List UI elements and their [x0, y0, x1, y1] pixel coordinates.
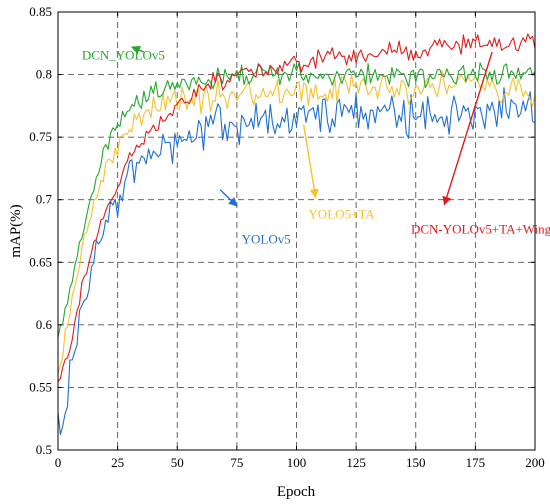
y-tick-label: 0.7	[36, 192, 53, 207]
annotation-label-3: DCN-YOLOv5+TA+Wingloss	[411, 222, 550, 237]
x-tick-label: 125	[346, 455, 366, 470]
annotation-label-2: YOLO5+TA	[308, 206, 375, 221]
x-tick-label: 100	[287, 455, 307, 470]
axis-ticks: 0 25 50 75 100 125 150 175 200 0.5 0.55 0.6 0.65 0.7 0…	[29, 4, 545, 470]
series-line-0	[58, 87, 535, 436]
y-tick-label: 0.5	[36, 442, 52, 457]
x-axis-label: Epoch	[277, 484, 316, 500]
annotation-label-0: DCN_YOLOv5	[82, 48, 165, 63]
y-tick-label: 0.85	[29, 4, 52, 19]
x-tick-label: 75	[230, 455, 243, 470]
y-axis-label: mAP(%)	[8, 204, 24, 257]
series-line-3	[58, 33, 535, 382]
y-tick-label: 0.8	[36, 67, 52, 82]
series-lines	[58, 33, 535, 436]
x-tick-label: 150	[406, 455, 426, 470]
x-tick-label: 25	[111, 455, 124, 470]
y-tick-label: 0.6	[36, 317, 53, 332]
y-tick-label: 0.65	[29, 254, 52, 269]
annotation-arrow-3	[442, 51, 493, 206]
x-tick-label: 175	[466, 455, 486, 470]
annotation-arrow-2	[302, 124, 319, 199]
x-tick-label: 0	[55, 455, 62, 470]
x-tick-label: 200	[525, 455, 545, 470]
annotation-arrow-0	[131, 45, 145, 55]
y-tick-label: 0.55	[29, 379, 52, 394]
y-tick-label: 0.75	[29, 129, 52, 144]
series-annotations: DCN_YOLOv5 YOLOv5 YOLO5+TA DCN-YOLOv5+TA+Wi…	[82, 45, 550, 247]
x-tick-label: 50	[171, 455, 184, 470]
annotation-label-1: YOLOv5	[242, 232, 291, 247]
series-line-2	[58, 62, 535, 338]
annotation-arrow-1	[219, 189, 238, 207]
